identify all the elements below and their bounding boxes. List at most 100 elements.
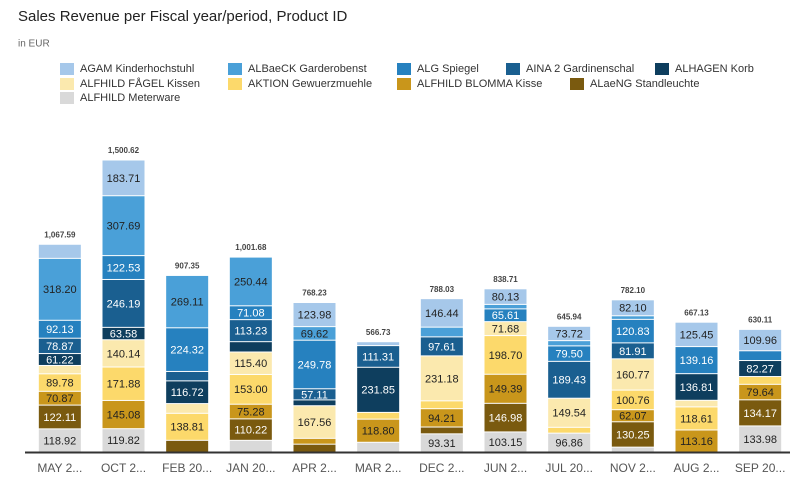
bar-segment bbox=[611, 343, 654, 359]
data-label: 123.98 bbox=[298, 309, 332, 321]
data-label: 139.16 bbox=[680, 355, 714, 367]
bar-segment bbox=[357, 442, 400, 452]
data-label: 153.00 bbox=[234, 384, 268, 396]
x-tick-label: APR 2... bbox=[292, 461, 337, 475]
data-label: 146.98 bbox=[489, 413, 523, 425]
bar-segment bbox=[611, 300, 654, 316]
bar-segment bbox=[166, 381, 209, 404]
bar-segment bbox=[420, 356, 463, 401]
bar-segment bbox=[166, 371, 209, 381]
data-label: 250.44 bbox=[234, 276, 268, 288]
bar-segment bbox=[420, 409, 463, 427]
bar-segment bbox=[229, 257, 272, 306]
data-label: 122.11 bbox=[43, 412, 76, 424]
x-tick-label: DEC 2... bbox=[419, 461, 464, 475]
data-label: 73.72 bbox=[555, 328, 583, 340]
bar-segment bbox=[38, 405, 81, 429]
legend-label: ALG Spiegel bbox=[417, 63, 479, 75]
legend-label: ALaeNG Standleuchte bbox=[590, 78, 699, 90]
data-label: 81.91 bbox=[619, 346, 647, 358]
data-label: 118.61 bbox=[680, 413, 713, 425]
bar-segment bbox=[420, 427, 463, 434]
data-label: 171.88 bbox=[107, 379, 141, 391]
total-label: 645.94 bbox=[557, 312, 582, 321]
bar-segment bbox=[102, 327, 145, 340]
bar-segment bbox=[675, 407, 718, 430]
total-label: 667.13 bbox=[684, 308, 709, 317]
data-label: 75.28 bbox=[237, 406, 265, 418]
x-tick-label: JUL 20... bbox=[545, 461, 593, 475]
data-label: 116.72 bbox=[171, 387, 204, 399]
data-label: 80.13 bbox=[492, 292, 520, 304]
data-label: 63.58 bbox=[110, 328, 138, 340]
legend-swatch bbox=[397, 63, 411, 75]
data-label: 71.08 bbox=[237, 308, 265, 320]
bar-segment bbox=[675, 322, 718, 347]
data-label: 93.31 bbox=[428, 438, 456, 450]
bar-segment bbox=[484, 289, 527, 304]
data-label: 82.10 bbox=[619, 303, 647, 315]
bar-segment bbox=[229, 419, 272, 440]
x-tick-label: SEP 20... bbox=[735, 461, 785, 475]
bar-segment bbox=[38, 244, 81, 258]
legend-label: ALBaeCK Garderobenst bbox=[248, 63, 367, 75]
bar-segment bbox=[611, 447, 654, 452]
data-label: 118.80 bbox=[362, 426, 395, 438]
total-label: 768.23 bbox=[302, 289, 327, 298]
total-label: 630.11 bbox=[748, 315, 773, 324]
bar-segment bbox=[739, 426, 782, 452]
bar-segment bbox=[357, 367, 400, 412]
bar-segment bbox=[611, 359, 654, 390]
bar-segment bbox=[102, 429, 145, 452]
bar-segment bbox=[38, 365, 81, 374]
bar-segment bbox=[548, 346, 591, 361]
bar-segment bbox=[102, 279, 145, 327]
legend-swatch bbox=[60, 92, 74, 104]
x-tick-label: JAN 20... bbox=[226, 461, 275, 475]
chart-subtitle: in EUR bbox=[18, 39, 50, 50]
legend-swatch bbox=[506, 63, 520, 75]
x-tick-label: JUN 2... bbox=[484, 461, 527, 475]
bar-segment bbox=[484, 309, 527, 322]
data-label: 133.98 bbox=[743, 434, 777, 446]
legend-label: AGAM Kinderhochstuhl bbox=[80, 63, 194, 75]
bar-segment bbox=[420, 299, 463, 327]
bar-segment bbox=[38, 320, 81, 338]
x-tick-label: NOV 2... bbox=[610, 461, 656, 475]
data-label: 318.20 bbox=[43, 284, 77, 296]
data-label: 62.07 bbox=[619, 411, 647, 423]
bar-segment bbox=[293, 303, 336, 327]
legend-swatch bbox=[228, 78, 242, 90]
data-label: 70.87 bbox=[46, 393, 74, 405]
bar-segment bbox=[166, 328, 209, 371]
legend-label: ALFHILD BLOMMA Kisse bbox=[417, 78, 542, 90]
data-label: 120.83 bbox=[616, 326, 650, 338]
bar-segment bbox=[675, 374, 718, 400]
bar-segment bbox=[420, 327, 463, 337]
data-label: 92.13 bbox=[46, 324, 74, 336]
legend-swatch bbox=[570, 78, 584, 90]
legend-label: ALFHILD FÅGEL Kissen bbox=[80, 77, 200, 90]
bar-segment bbox=[548, 326, 591, 341]
x-tick-label: MAR 2... bbox=[355, 461, 402, 475]
data-label: 79.64 bbox=[746, 387, 774, 399]
bar-segment bbox=[484, 432, 527, 452]
total-label: 907.35 bbox=[175, 262, 200, 271]
bar-segment bbox=[38, 429, 81, 452]
bar-segment bbox=[38, 354, 81, 365]
data-label: 145.08 bbox=[107, 409, 141, 421]
data-label: 249.78 bbox=[298, 359, 332, 371]
bar-segment bbox=[102, 196, 145, 256]
data-label: 71.68 bbox=[492, 324, 520, 336]
bar-segment bbox=[229, 320, 272, 342]
data-label: 307.69 bbox=[107, 221, 141, 233]
bar-segment bbox=[611, 422, 654, 447]
bar-segment bbox=[357, 419, 400, 442]
bar-segment bbox=[548, 398, 591, 427]
data-label: 136.81 bbox=[680, 382, 714, 394]
data-label: 134.17 bbox=[743, 408, 777, 420]
bar-segment bbox=[293, 340, 336, 389]
data-label: 130.25 bbox=[616, 429, 650, 441]
data-label: 149.39 bbox=[489, 384, 523, 396]
bar-segment bbox=[166, 440, 209, 452]
